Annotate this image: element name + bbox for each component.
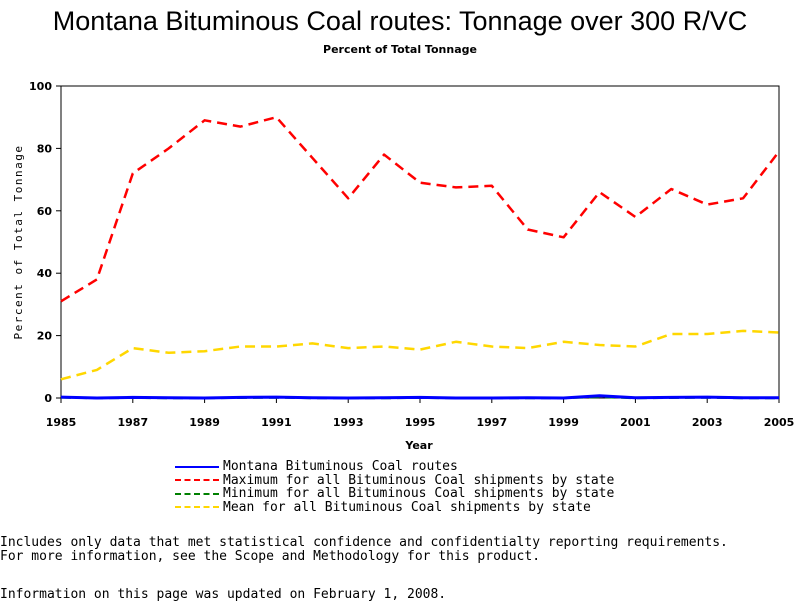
legend-label-montana: Montana Bituminous Coal routes <box>223 459 458 474</box>
legend-swatch-mean <box>175 506 219 509</box>
x-tick-label: 1993 <box>333 416 364 429</box>
footnote-line: Includes only data that met statistical … <box>0 535 728 550</box>
y-tick-label: 40 <box>37 267 53 280</box>
legend-label-minimum: Minimum for all Bituminous Coal shipment… <box>223 486 615 501</box>
legend-item-minimum: Minimum for all Bituminous Coal shipment… <box>175 487 614 501</box>
y-axis-label: Percent of Total Tonnage <box>12 145 25 340</box>
legend-swatch-maximum <box>175 479 219 482</box>
y-tick-label: 100 <box>29 80 52 93</box>
legend-item-mean: Mean for all Bituminous Coal shipments b… <box>175 499 614 515</box>
y-tick-label: 60 <box>37 205 53 218</box>
chart-legend: Montana Bituminous Coal routes Maximum f… <box>175 460 614 514</box>
chart-subtitle: Percent of Total Tonnage <box>323 43 477 56</box>
legend-item-maximum: Maximum for all Bituminous Coal shipment… <box>175 472 615 488</box>
legend-swatch-minimum <box>175 492 219 495</box>
x-tick-label: 1985 <box>46 416 77 429</box>
footnotes: Includes only data that met statistical … <box>0 536 728 564</box>
update-notice: Information on this page was updated on … <box>0 587 447 602</box>
x-tick-label: 1995 <box>405 416 436 429</box>
x-tick-label: 1997 <box>476 416 507 429</box>
x-tick-label: 2005 <box>764 416 795 429</box>
legend-label-maximum: Maximum for all Bituminous Coal shipment… <box>223 472 615 488</box>
y-tick-label: 80 <box>37 142 53 155</box>
series-line-maximum <box>60 115 780 303</box>
legend-label-mean: Mean for all Bituminous Coal shipments b… <box>223 499 591 515</box>
x-axis-label: Year <box>404 439 433 452</box>
x-tick-label: 1999 <box>548 416 579 429</box>
plot-frame <box>60 85 780 399</box>
series-line-mean <box>60 329 780 381</box>
x-tick-label: 1987 <box>117 416 148 429</box>
footnote-line: For more information, see the Scope and … <box>0 549 541 564</box>
legend-swatch-montana <box>175 465 219 468</box>
x-tick-label: 1991 <box>261 416 292 429</box>
series-line-montana <box>60 394 779 400</box>
legend-item-montana: Montana Bituminous Coal routes <box>175 460 614 474</box>
y-tick-label: 20 <box>37 330 53 343</box>
x-tick-label: 2001 <box>620 416 651 429</box>
x-tick-label: 2003 <box>692 416 723 429</box>
y-tick-label: 0 <box>44 392 52 405</box>
x-tick-label: 1989 <box>189 416 220 429</box>
chart-title: Montana Bituminous Coal routes: Tonnage … <box>52 6 748 36</box>
